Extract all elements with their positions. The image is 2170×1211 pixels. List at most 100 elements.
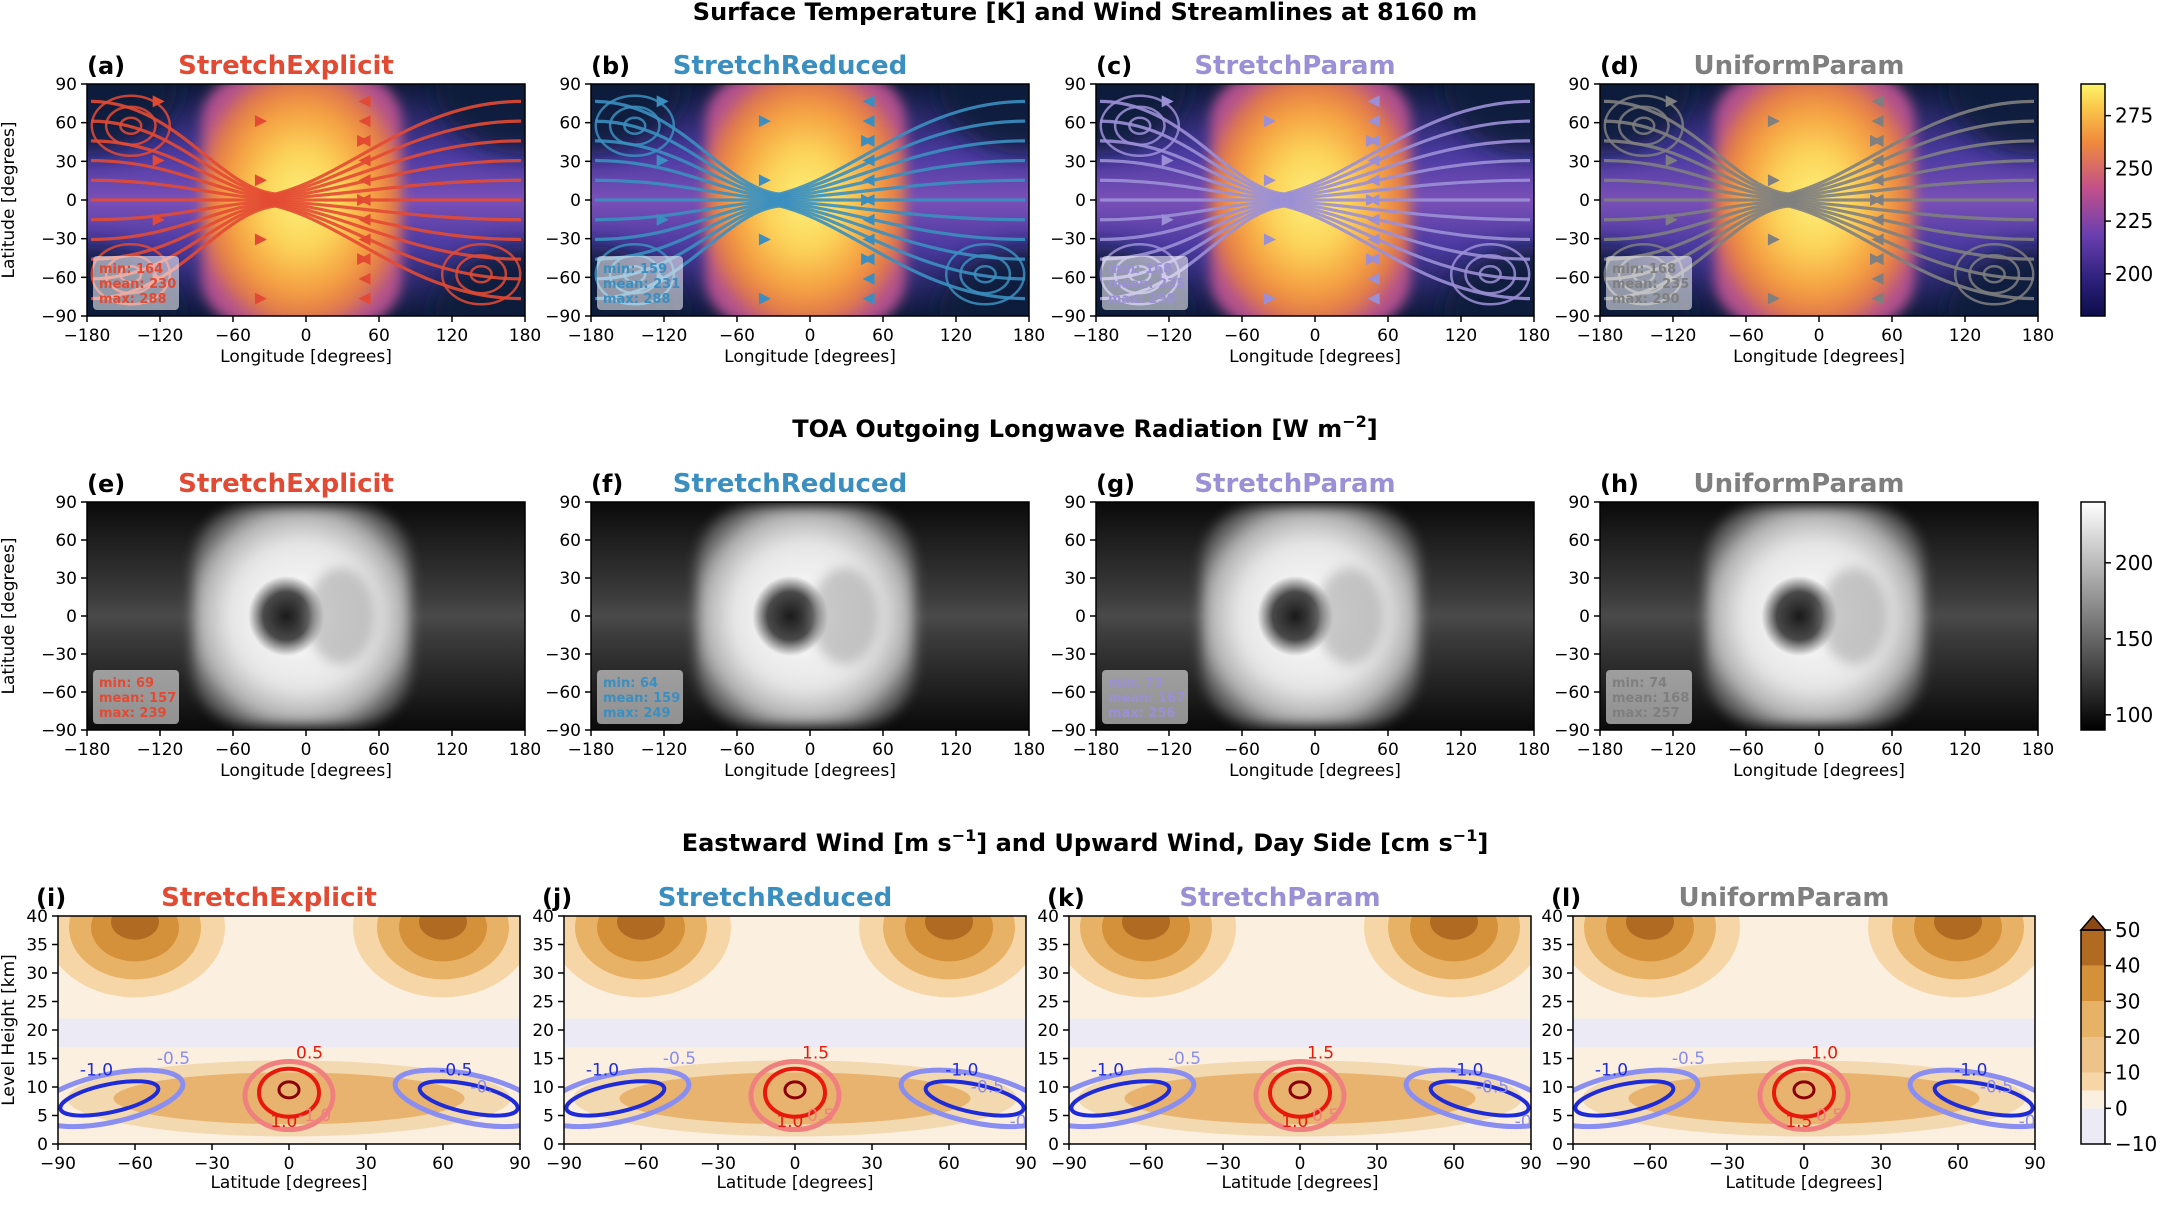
panel-xsec-explicit: -1.0-0.5 0.51.0 -1.0-0.5-0.−90 −60 −30 0 30 60 9…	[26, 883, 530, 1193]
colorbar-tick-label: 10	[2115, 1061, 2140, 1085]
stat-value: min: 168	[1108, 262, 1172, 277]
contour-label: 0.5	[1312, 1106, 1339, 1126]
streamline-arrow	[254, 233, 267, 246]
y-tick-label: 15	[532, 1050, 554, 1070]
gyre	[608, 105, 661, 147]
y-tick-label: −30	[41, 645, 77, 665]
y-tick-label: 90	[1568, 493, 1590, 513]
y-tick-label: −90	[41, 307, 77, 327]
x-tick-label: −60	[117, 1154, 153, 1174]
streamline-arrow	[1367, 154, 1380, 167]
x-tick-label: −180	[568, 740, 615, 760]
x-tick-label: −30	[1709, 1154, 1745, 1174]
streamline-arrow	[862, 134, 875, 147]
x-tick-label: −60	[1632, 1154, 1668, 1174]
streamline-arrow	[1871, 154, 1884, 167]
gyre	[1968, 253, 2021, 295]
streamline-arrow	[862, 154, 875, 167]
x-tick-label: −180	[568, 326, 615, 346]
y-tick-label: 60	[1568, 114, 1590, 134]
upwelling-contour-1.5	[1288, 1080, 1312, 1100]
contour-label: 1.0	[270, 1112, 297, 1132]
colorbar-tick-label: 50	[2115, 918, 2140, 942]
streamline-arrow	[1367, 233, 1380, 246]
y-tick-label: 60	[55, 114, 77, 134]
convective-hole	[1761, 576, 1838, 656]
y-tick-label: 30	[55, 152, 77, 172]
streamline-arrow	[1367, 134, 1380, 147]
stats-bg	[597, 256, 683, 310]
stat-value: min: 69	[99, 676, 154, 691]
y-tick-label: −60	[1050, 268, 1086, 288]
streamline-arrow	[1367, 115, 1380, 128]
downwelling-contour-1.0	[1069, 1079, 1172, 1118]
streamline-arrow	[862, 174, 875, 187]
streamline-arrow	[1367, 253, 1380, 266]
streamline-arrow	[1871, 194, 1884, 206]
y-tick-label: 30	[1568, 152, 1590, 172]
y-tick-label: 90	[559, 493, 581, 513]
x-tick-label: −90	[1051, 1154, 1087, 1174]
streamline-arrow	[862, 253, 875, 266]
stat-value: min: 164	[99, 262, 163, 277]
y-tick-label: 30	[559, 569, 581, 589]
y-tick-label: 40	[532, 907, 554, 927]
streamline-arrow	[1263, 115, 1276, 128]
y-tick-label: 25	[532, 993, 554, 1013]
y-tick-label: 30	[1541, 964, 1563, 984]
jet-level-40	[419, 916, 467, 940]
x-axis-label: Longitude [degrees]	[1733, 347, 1905, 367]
gyre	[1464, 253, 1517, 295]
x-tick-label: −180	[1577, 740, 1624, 760]
panel-letter: (d)	[1600, 52, 1639, 80]
y-tick-label: 20	[1037, 1021, 1059, 1041]
x-tick-label: 60	[1377, 740, 1399, 760]
x-tick-label: 0	[805, 740, 816, 760]
colorbar-tick-label: 200	[2115, 551, 2153, 575]
y-tick-label: −30	[41, 230, 77, 250]
x-tick-label: −90	[546, 1154, 582, 1174]
gyre	[1982, 264, 2006, 284]
x-tick-label: −60	[1224, 740, 1260, 760]
colorbar-level	[2081, 1072, 2105, 1091]
x-axis-label: Latitude [degrees]	[210, 1173, 367, 1193]
contour-label: -1.0	[1595, 1061, 1628, 1081]
panel-model-name: StretchReduced	[673, 469, 907, 499]
streamline-arrow	[1161, 154, 1174, 167]
stats-bg	[93, 256, 179, 310]
x-tick-label: 120	[940, 326, 972, 346]
x-tick-label: 0	[301, 740, 312, 760]
downwelling-contour-0.5	[1573, 1067, 1701, 1130]
y-tick-label: −30	[1050, 645, 1086, 665]
contour-label: -1.0	[1954, 1061, 1987, 1081]
streamline-arrow	[1871, 134, 1884, 147]
gyre	[1617, 105, 1670, 147]
gyre	[1128, 116, 1152, 136]
x-tick-label: 60	[368, 326, 390, 346]
panel-letter: (k)	[1047, 884, 1085, 912]
streamline-arrow	[152, 95, 165, 108]
colorbar-level	[2081, 930, 2105, 966]
y-tick-label: −60	[1554, 683, 1590, 703]
y-tick-label: −60	[545, 683, 581, 703]
streamline-arrow	[358, 272, 371, 285]
streamline-arrow	[656, 154, 669, 167]
y-tick-label: 0	[570, 191, 581, 211]
streamline-arrow	[1367, 194, 1380, 206]
colorbar-tick-label: 150	[2115, 627, 2153, 651]
contour-label: 1.0	[776, 1112, 803, 1132]
panel-letter: (i)	[36, 884, 66, 912]
upwelling-contour-1.0	[1772, 1066, 1836, 1119]
stat-value: max: 239	[99, 706, 167, 721]
streamline-arrow	[862, 115, 875, 128]
contour-label: -1.0	[1091, 1061, 1124, 1081]
panel-model-name: StretchReduced	[673, 51, 907, 81]
contour-label: -0.5	[157, 1049, 190, 1069]
cloud-plume	[307, 568, 376, 664]
colorbar-olr: 100 150 200	[2080, 501, 2153, 731]
